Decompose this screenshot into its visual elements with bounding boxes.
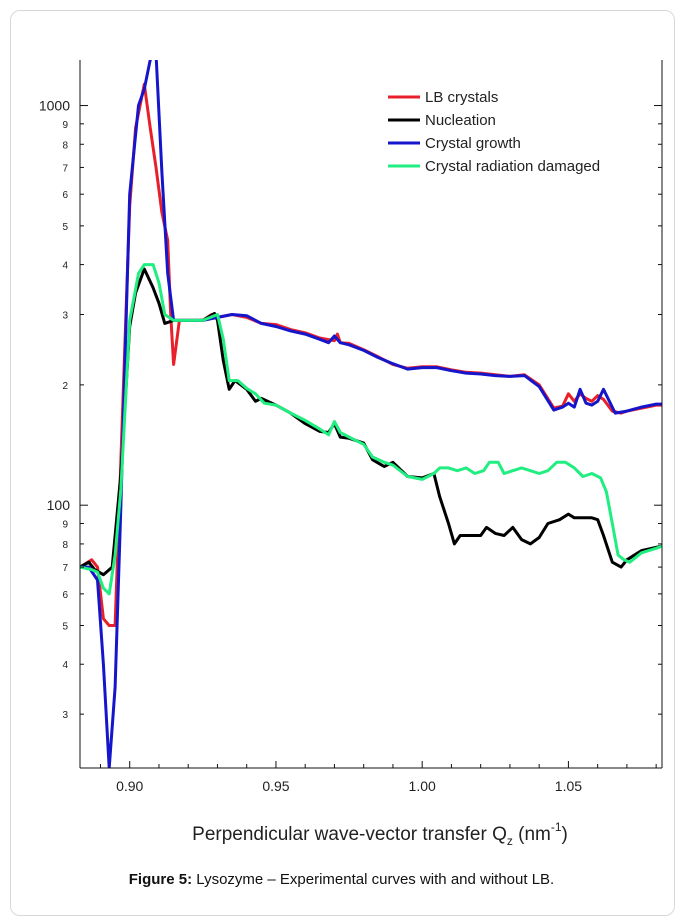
- figure-caption: Figure 5: Lysozyme – Experimental curves…: [0, 871, 683, 888]
- y-minor-tick-label: 6: [62, 590, 68, 601]
- legend-label: Nucleation: [425, 112, 496, 129]
- x-axis-title: Perpendicular wave-vector transfer Qz (n…: [192, 820, 568, 848]
- legend-label: Crystal growth: [425, 135, 521, 152]
- y-minor-tick-label: 4: [62, 261, 68, 272]
- y-minor-tick-label: 3: [62, 710, 68, 721]
- legend-label: Crystal radiation damaged: [425, 158, 600, 175]
- legend: LB crystals Nucleation Crystal growth Cryst…: [388, 89, 600, 175]
- y-minor-tick-label: 2: [62, 381, 68, 392]
- y-tick-label: 1000: [39, 98, 70, 114]
- y-tick-label: 100: [47, 497, 71, 513]
- caption-label: Figure 5:: [128, 871, 193, 888]
- y-minor-tick-label: 8: [62, 540, 68, 551]
- y-minor-tick-label: 7: [62, 163, 68, 174]
- axes: 0.90 0.95 1.00 1.05 100 1000 3 4 5 6 7 8 9 2 3 4 5 6 7 8 9: [39, 60, 663, 794]
- x-tick-label: 1.00: [409, 778, 436, 794]
- x-tick-label: 0.95: [262, 778, 289, 794]
- y-minor-tick-label: 9: [62, 120, 68, 131]
- legend-label: LB crystals: [425, 89, 498, 106]
- y-minor-tick-label: 9: [62, 519, 68, 530]
- y-minor-tick-label: 3: [62, 311, 68, 322]
- y-minor-tick-label: 8: [62, 140, 68, 151]
- y-minor-tick-label: 6: [62, 190, 68, 201]
- y-minor-tick-label: 4: [62, 660, 68, 671]
- y-minor-tick-label: 5: [62, 222, 68, 233]
- x-tick-label: 0.90: [116, 778, 143, 794]
- plot-area: [80, 60, 662, 768]
- y-minor-tick-label: 5: [62, 622, 68, 633]
- x-tick-label: 1.05: [555, 778, 582, 794]
- y-minor-tick-label: 7: [62, 563, 68, 574]
- line-chart: 0.90 0.95 1.00 1.05 100 1000 3 4 5 6 7 8 9 2 3 4 5 6 7 8 9 L…: [39, 60, 663, 848]
- series-line-crystal-growth: [80, 60, 662, 768]
- series-line-crystal-radiation-damaged: [80, 263, 662, 596]
- caption-text: Lysozyme – Experimental curves with and …: [192, 871, 555, 888]
